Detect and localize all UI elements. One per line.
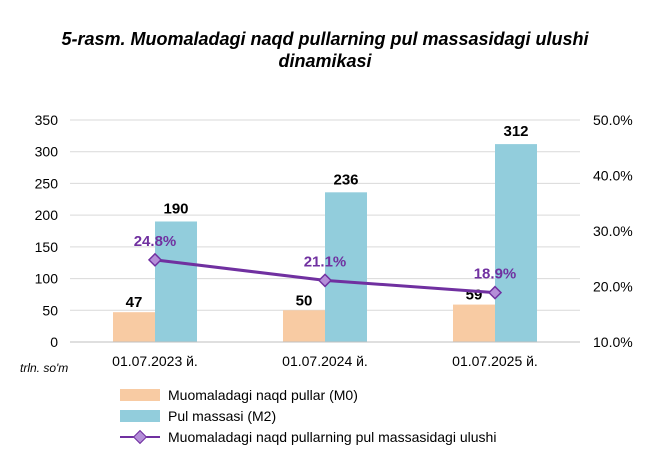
legend-label-m0: Muomaladagi naqd pullar (M0) <box>168 386 358 403</box>
legend: Muomaladagi naqd pullar (M0) Pul massasi… <box>120 384 496 447</box>
chart-title: 5-rasm. Muomaladagi naqd pullarning pul … <box>0 28 650 72</box>
y-tick-label: 350 <box>35 112 59 128</box>
legend-item-m2: Pul massasi (M2) <box>120 405 496 426</box>
data-label-m0: 59 <box>466 287 483 304</box>
bar-m0 <box>453 304 495 342</box>
y-tick-label: 0 <box>50 334 58 350</box>
share-point <box>147 252 163 267</box>
y-tick-label: 50 <box>42 302 58 318</box>
data-label-m2: 236 <box>333 171 358 188</box>
y2-tick-label: 40.0% <box>593 168 633 184</box>
data-label-share: 21.1% <box>304 253 347 270</box>
bar-m2 <box>325 192 367 342</box>
data-label-m0: 50 <box>296 292 313 309</box>
bar-m2 <box>155 221 197 342</box>
chart-title-line-2: dinamikasi <box>278 51 372 71</box>
bar-m0 <box>283 310 325 342</box>
legend-swatch-m0 <box>120 388 160 401</box>
y-tick-label: 100 <box>35 271 59 287</box>
data-label-m2: 190 <box>163 200 188 217</box>
data-label-m0: 47 <box>126 294 143 311</box>
legend-item-share: Muomaladagi naqd pullarning pul massasid… <box>120 426 496 447</box>
y2-tick-label: 10.0% <box>593 334 633 350</box>
legend-label-m2: Pul massasi (M2) <box>168 407 277 424</box>
bar-m0 <box>113 312 155 342</box>
y-tick-label: 300 <box>35 144 59 160</box>
data-label-share: 24.8% <box>134 233 177 250</box>
legend-label-share: Muomaladagi naqd pullarning pul massasid… <box>168 428 497 445</box>
y2-tick-label: 30.0% <box>593 223 633 239</box>
data-label-share: 18.9% <box>474 266 517 283</box>
y-tick-label: 150 <box>35 239 59 255</box>
share-point <box>317 273 333 288</box>
unit-label: trln. so'm <box>20 361 68 375</box>
y2-tick-label: 20.0% <box>593 279 633 295</box>
legend-swatch-share <box>120 429 160 444</box>
x-category-label: 01.07.2025 й. <box>452 353 538 369</box>
bar-m2 <box>495 144 537 342</box>
legend-swatch-m2 <box>120 409 160 422</box>
x-category-label: 01.07.2024 й. <box>282 353 368 369</box>
y2-tick-label: 50.0% <box>593 112 633 128</box>
legend-item-m0: Muomaladagi naqd pullar (M0) <box>120 384 496 405</box>
share-point <box>487 285 503 300</box>
chart-title-line-1: 5-rasm. Muomaladagi naqd pullarning pul … <box>61 29 589 49</box>
y-tick-label: 200 <box>35 207 59 223</box>
x-category-label: 01.07.2023 й. <box>112 353 198 369</box>
y-tick-label: 250 <box>35 175 59 191</box>
data-label-m2: 312 <box>503 123 528 140</box>
